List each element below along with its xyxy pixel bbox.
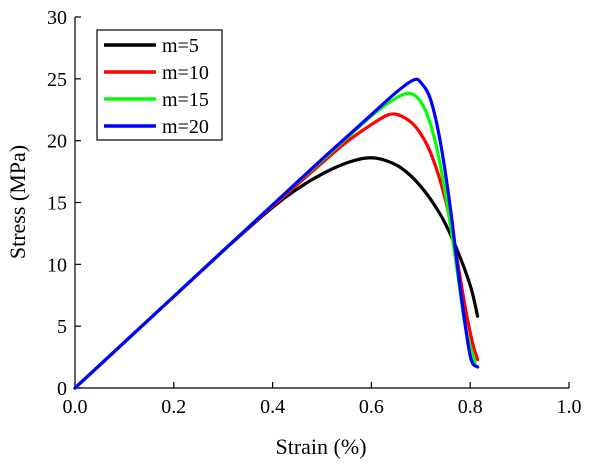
- x-ticks: 0.0 0.2 0.4 0.6 0.8 1.0: [63, 382, 582, 418]
- x-tick-label: 1.0: [557, 396, 582, 418]
- x-tick-label: 0.0: [63, 396, 88, 418]
- legend-box: [96, 29, 223, 141]
- plot-area: 0.0 0.2 0.4 0.6 0.8 1.0 0 5 10 15 20 25 30: [47, 7, 582, 418]
- series-line-m-20: [73, 77, 480, 390]
- legend-label-m-15: m=15: [162, 89, 209, 111]
- y-tick-label: 5: [57, 316, 67, 338]
- series-line-m-10: [73, 112, 480, 390]
- y-tick-label: 0: [57, 378, 67, 400]
- legend-label-m-10: m=10: [162, 62, 209, 84]
- x-tick-label: 0.6: [359, 396, 384, 418]
- y-tick-label: 30: [47, 7, 67, 29]
- x-tick-label: 0.2: [161, 396, 186, 418]
- series-lines: [73, 77, 480, 390]
- legend-label-m-20: m=20: [162, 116, 209, 138]
- series-line-m-5: [73, 156, 480, 390]
- y-tick-label: 25: [47, 69, 67, 91]
- y-tick-label: 15: [47, 193, 67, 215]
- y-tick-label: 10: [47, 254, 67, 276]
- y-tick-label: 20: [47, 131, 67, 153]
- legend: m=5 m=10 m=15 m=20: [96, 29, 223, 141]
- legend-label-m-5: m=5: [162, 35, 199, 57]
- x-tick-label: 0.8: [458, 396, 483, 418]
- x-axis-title: Strain (%): [275, 434, 366, 459]
- x-tick-label: 0.4: [260, 396, 285, 418]
- y-ticks: 0 5 10 15 20 25 30: [47, 7, 81, 400]
- y-axis-title: Stress (MPa): [5, 145, 30, 259]
